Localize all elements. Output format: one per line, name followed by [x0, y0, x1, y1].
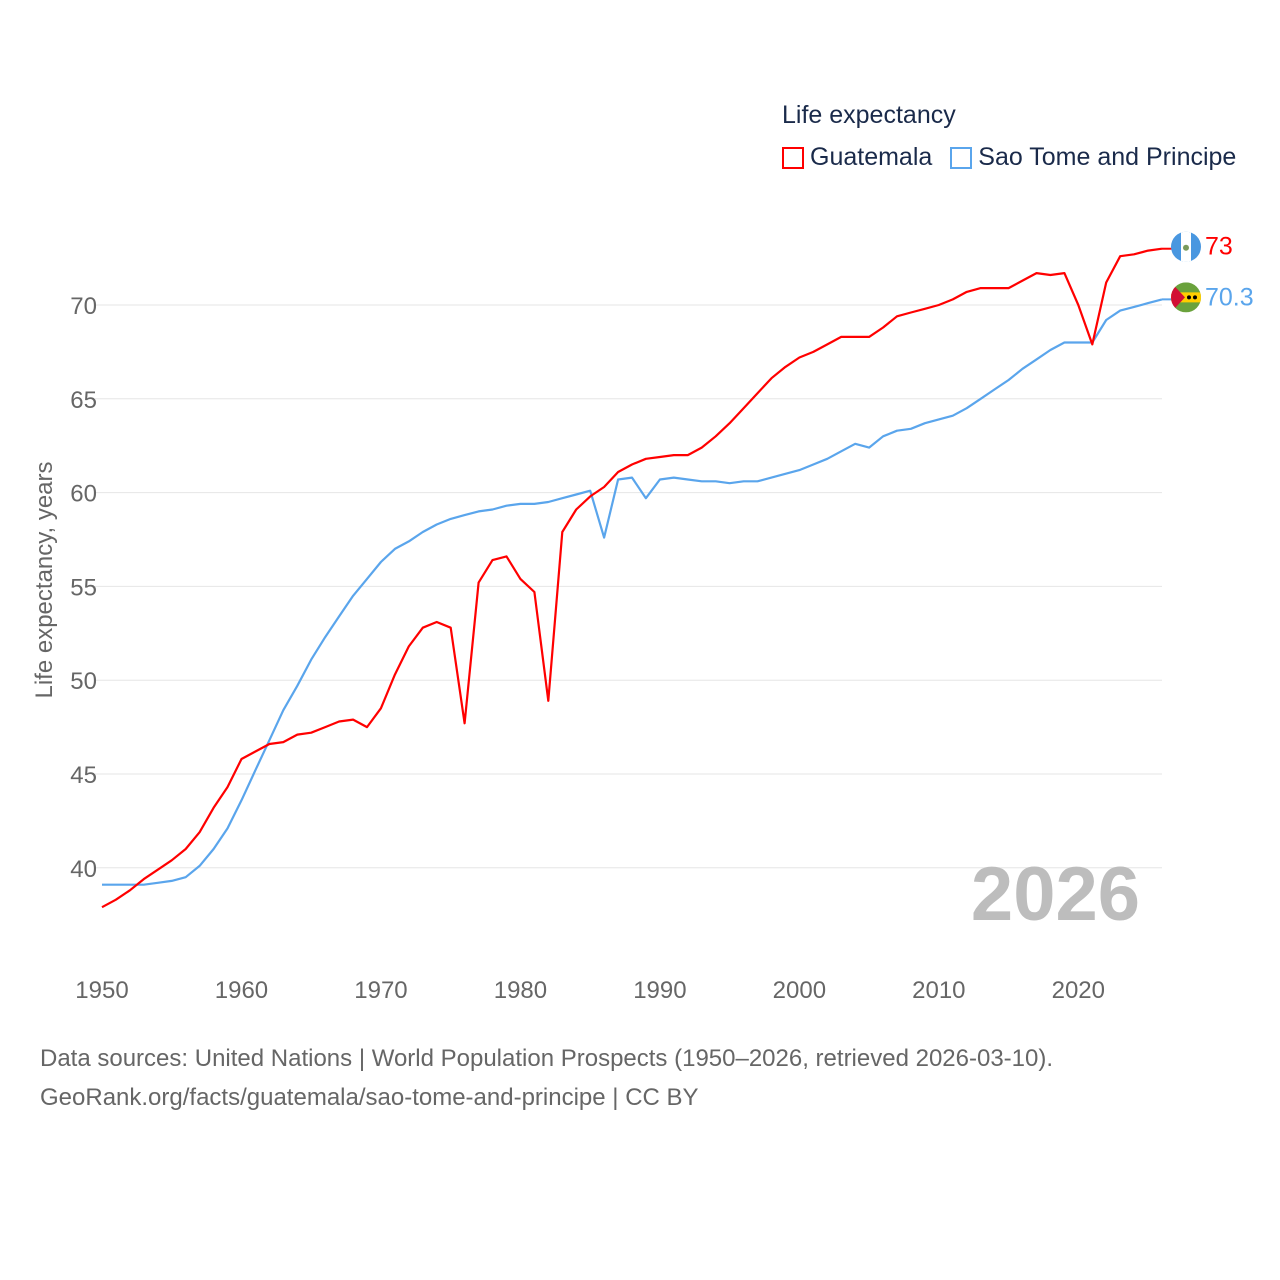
- series-line-sao-tome: [102, 298, 1163, 886]
- legend-item-guatemala[interactable]: Guatemala: [782, 143, 932, 172]
- y-tick-label: 70: [70, 293, 97, 320]
- legend: Guatemala Sao Tome and Principe: [782, 143, 1236, 172]
- end-value-label: 70.3: [1205, 283, 1254, 311]
- y-tick-label: 65: [70, 387, 97, 414]
- legend-label: Sao Tome and Principe: [978, 143, 1237, 171]
- x-tick-label: 1970: [354, 977, 407, 1004]
- x-tick-label: 2000: [773, 977, 826, 1004]
- y-tick-label: 50: [70, 668, 97, 695]
- guatemala-flag-icon: [1171, 231, 1201, 262]
- end-value-label: 73: [1205, 233, 1233, 261]
- legend-label: Guatemala: [810, 143, 933, 171]
- x-tick-label: 1960: [215, 977, 268, 1004]
- sao-tome-flag-icon: [1171, 282, 1201, 313]
- legend-item-sao-tome[interactable]: Sao Tome and Principe: [950, 143, 1236, 172]
- legend-title: Life expectancy: [782, 101, 956, 129]
- y-axis-label: Life expectancy, years: [31, 461, 58, 698]
- x-tick-label: 2010: [912, 977, 965, 1004]
- x-tick-label: 1990: [633, 977, 686, 1004]
- x-tick-label: 2020: [1052, 977, 1105, 1004]
- year-watermark: 2026: [971, 852, 1140, 937]
- y-tick-label: 60: [70, 481, 97, 508]
- source-link[interactable]: GeoRank.org/facts/guatemala/sao-tome-and…: [40, 1084, 699, 1111]
- y-tick-label: 55: [70, 574, 97, 601]
- legend-swatch: [950, 146, 973, 169]
- y-tick-label: 45: [70, 762, 97, 789]
- y-tick-label: 40: [70, 856, 97, 883]
- x-tick-label: 1980: [494, 977, 547, 1004]
- legend-swatch: [782, 146, 804, 169]
- series-line-guatemala: [101, 247, 1163, 909]
- source-text: Data sources: United Nations | World Pop…: [40, 1045, 1054, 1072]
- x-tick-label: 1950: [75, 977, 128, 1004]
